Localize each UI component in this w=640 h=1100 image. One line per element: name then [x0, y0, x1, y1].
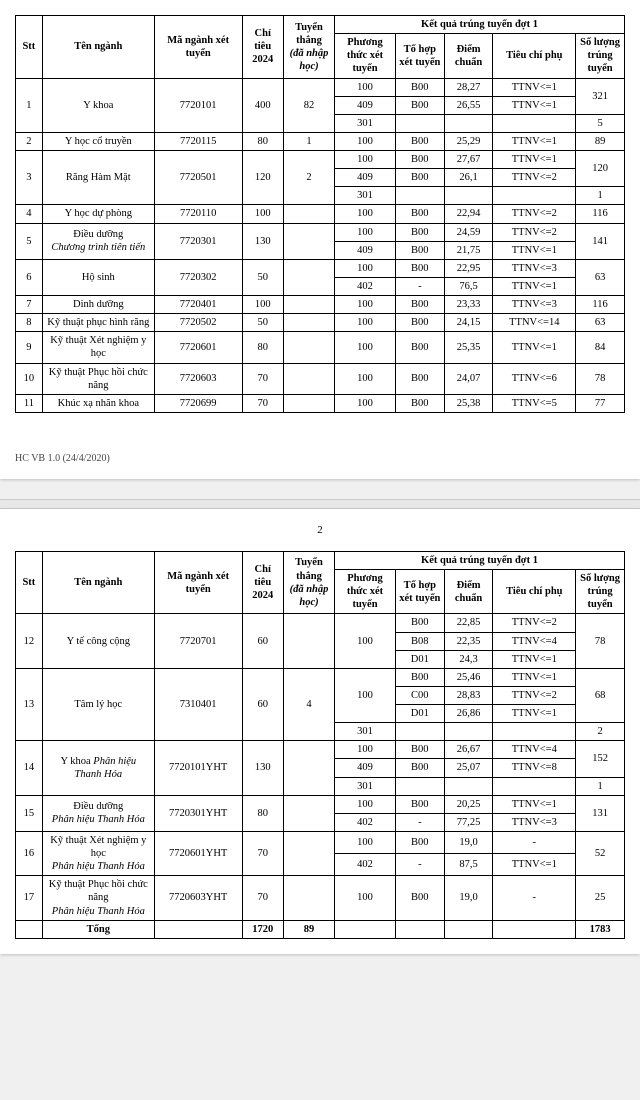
table-row: 4 Y học dự phòng 7720110 100 100 B00 22,… — [16, 205, 625, 223]
total-row: Tổng 1720 89 1783 — [16, 920, 625, 938]
hdr-code: Mã ngành xét tuyển — [154, 551, 242, 614]
hdr-score: Điểm chuẩn — [444, 570, 493, 614]
table-row: 14 Y khoa Phân hiệu Thanh Hóa 7720101YHT… — [16, 741, 625, 759]
total-early: 89 — [283, 920, 334, 938]
table-row: 17 Kỹ thuật Phục hồi chức năng Phân hiệu… — [16, 876, 625, 920]
total-quota: 1720 — [242, 920, 283, 938]
hdr-method: Phương thức xét tuyển — [335, 34, 396, 78]
hdr-crit: Tiêu chí phụ — [493, 34, 576, 78]
hdr-count: Số lượng trúng tuyển — [576, 34, 625, 78]
table-row: 5 Điều dưỡng Chương trình tiên tiến 7720… — [16, 223, 625, 241]
hdr-method: Phương thức xét tuyển — [335, 570, 396, 614]
hdr-quota: Chỉ tiêu 2024 — [242, 16, 283, 79]
table-row: 8 Kỹ thuật phục hình răng 7720502 50 100… — [16, 314, 625, 332]
admission-table-2: Stt Tên ngành Mã ngành xét tuyển Chỉ tiê… — [15, 551, 625, 939]
hdr-count: Số lượng trúng tuyển — [576, 570, 625, 614]
hdr-name: Tên ngành — [42, 551, 154, 614]
table-row: 11 Khúc xạ nhãn khoa 7720699 70 100 B00 … — [16, 394, 625, 412]
admission-table-1: Stt Tên ngành Mã ngành xét tuyển Chỉ tiê… — [15, 15, 625, 413]
table-row: 1 Y khoa 7720101 400 82 100 B00 28,27 TT… — [16, 78, 625, 96]
table-row: 10 Kỹ thuật Phục hồi chức năng 7720603 7… — [16, 363, 625, 394]
table-row: 6 Hộ sinh 7720302 50 100 B00 22,95 TTNV<… — [16, 259, 625, 277]
hdr-result: Kết quả trúng tuyển đợt 1 — [335, 551, 625, 569]
total-label: Tổng — [42, 920, 154, 938]
hdr-crit: Tiêu chí phụ — [493, 570, 576, 614]
hdr-code: Mã ngành xét tuyển — [154, 16, 242, 79]
hdr-name: Tên ngành — [42, 16, 154, 79]
page-separator — [0, 499, 640, 509]
table-row: 2 Y học cổ truyền 7720115 80 1 100 B00 2… — [16, 132, 625, 150]
table-row: 3 Răng Hàm Mặt 7720501 120 2 100 B00 27,… — [16, 151, 625, 169]
table-row: 13 Tâm lý học 7310401 60 4 100 B00 25,46… — [16, 668, 625, 686]
hdr-early: Tuyển thẳng (đã nhập học) — [283, 16, 334, 79]
hdr-stt: Stt — [16, 16, 43, 79]
hdr-score: Điểm chuẩn — [444, 34, 493, 78]
table-header: Stt Tên ngành Mã ngành xét tuyển Chỉ tiê… — [16, 551, 625, 614]
table-row: 7 Dinh dưỡng 7720401 100 100 B00 23,33 T… — [16, 296, 625, 314]
table-row: 12 Y tế công cộng 7720701 60 100 B00 22,… — [16, 614, 625, 632]
table-row: 9 Kỹ thuật Xét nghiệm y học 7720601 80 1… — [16, 332, 625, 363]
total-count: 1783 — [576, 920, 625, 938]
page-2: 2 Stt Tên ngành Mã ngành xét tuyển Chỉ t… — [0, 509, 640, 954]
hdr-result: Kết quả trúng tuyển đợt 1 — [335, 16, 625, 34]
hdr-combo: Tổ hợp xét tuyển — [395, 34, 444, 78]
table-header: Stt Tên ngành Mã ngành xét tuyển Chỉ tiê… — [16, 16, 625, 79]
footer-note: HC VB 1.0 (24/4/2020) — [15, 453, 625, 464]
table-row: 15 Điều dưỡng Phân hiệu Thanh Hóa 772030… — [16, 795, 625, 813]
hdr-stt: Stt — [16, 551, 43, 614]
page-1: Stt Tên ngành Mã ngành xét tuyển Chỉ tiê… — [0, 0, 640, 479]
table-row: 16 Kỹ thuật Xét nghiệm y học Phân hiệu T… — [16, 831, 625, 853]
hdr-quota: Chỉ tiêu 2024 — [242, 551, 283, 614]
hdr-combo: Tổ hợp xét tuyển — [395, 570, 444, 614]
page-number: 2 — [15, 524, 625, 536]
hdr-early: Tuyển thẳng (đã nhập học) — [283, 551, 334, 614]
